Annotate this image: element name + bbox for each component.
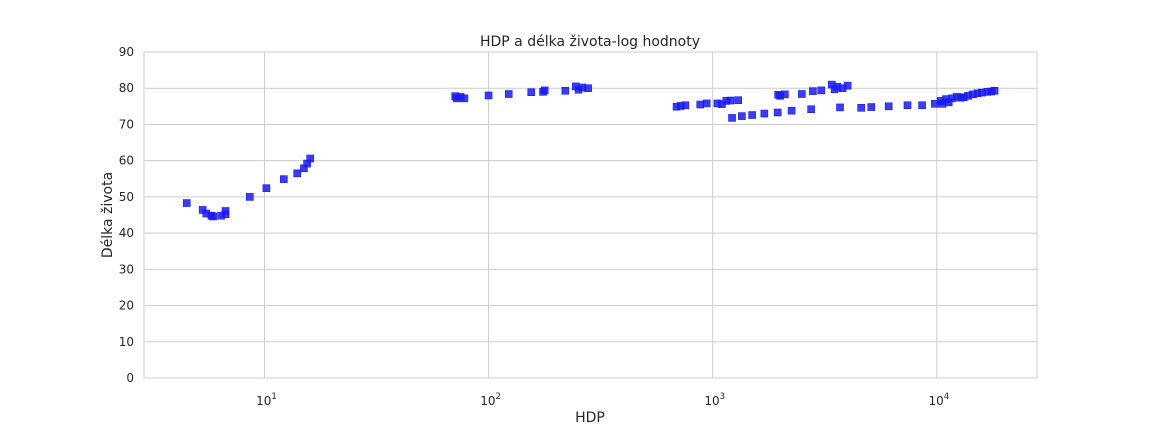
data-point <box>484 91 493 100</box>
y-tick-label: 20 <box>119 299 134 313</box>
data-point <box>245 193 254 201</box>
data-point <box>807 105 815 114</box>
data-point <box>748 111 756 119</box>
y-tick-label: 10 <box>119 335 134 349</box>
data-point <box>857 103 866 112</box>
chart-title: HDP a délka života-log hodnoty <box>480 34 700 50</box>
y-tick-label: 0 <box>126 371 134 385</box>
y-tick-label: 40 <box>119 226 134 240</box>
data-point <box>798 90 806 98</box>
x-tick-label: 102 <box>480 392 501 408</box>
data-point <box>262 184 271 192</box>
data-point <box>726 96 735 105</box>
data-point <box>696 100 705 109</box>
x-axis-label: HDP <box>575 410 605 426</box>
data-point <box>787 106 796 115</box>
data-point <box>903 101 912 110</box>
data-point <box>460 94 469 103</box>
data-point <box>843 81 852 90</box>
data-point <box>527 88 536 97</box>
y-tick-label: 70 <box>119 117 134 131</box>
y-tick-label: 30 <box>119 262 134 276</box>
data-points <box>182 80 999 221</box>
plot-frame <box>143 51 1038 379</box>
y-tick-label: 80 <box>119 81 134 95</box>
plot-area <box>144 52 1037 378</box>
x-tick-label: 101 <box>256 392 277 408</box>
x-tick-label: 103 <box>704 392 725 408</box>
y-tick-label: 50 <box>119 190 134 204</box>
y-tick-labels: 0 10 20 30 40 50 60 70 80 90 <box>119 45 134 385</box>
data-point <box>561 86 570 95</box>
data-point <box>990 86 999 95</box>
data-point <box>760 109 769 118</box>
data-point <box>867 103 876 111</box>
x-tick-labels: 101 102 103 104 <box>256 392 949 408</box>
data-point <box>681 101 690 110</box>
data-point <box>209 212 217 221</box>
x-tick-label: 104 <box>928 392 949 408</box>
data-point <box>836 103 844 112</box>
data-point <box>221 207 230 215</box>
data-point <box>584 84 592 93</box>
data-point <box>504 90 513 98</box>
data-point <box>306 154 315 163</box>
data-point <box>918 101 926 110</box>
data-point <box>702 99 711 108</box>
data-point <box>280 175 288 183</box>
data-point <box>781 90 789 99</box>
y-axis-label: Délka života <box>100 172 116 258</box>
data-point <box>540 86 549 95</box>
grid <box>144 51 1037 379</box>
y-tick-label: 60 <box>119 154 134 168</box>
data-point <box>738 112 746 120</box>
data-point <box>773 108 782 117</box>
data-point <box>817 86 826 95</box>
data-point <box>884 102 893 111</box>
y-tick-label: 90 <box>119 45 134 59</box>
data-point <box>182 199 191 207</box>
data-point <box>293 169 302 178</box>
data-point <box>734 96 743 104</box>
data-point <box>728 114 736 122</box>
data-point <box>809 87 817 95</box>
